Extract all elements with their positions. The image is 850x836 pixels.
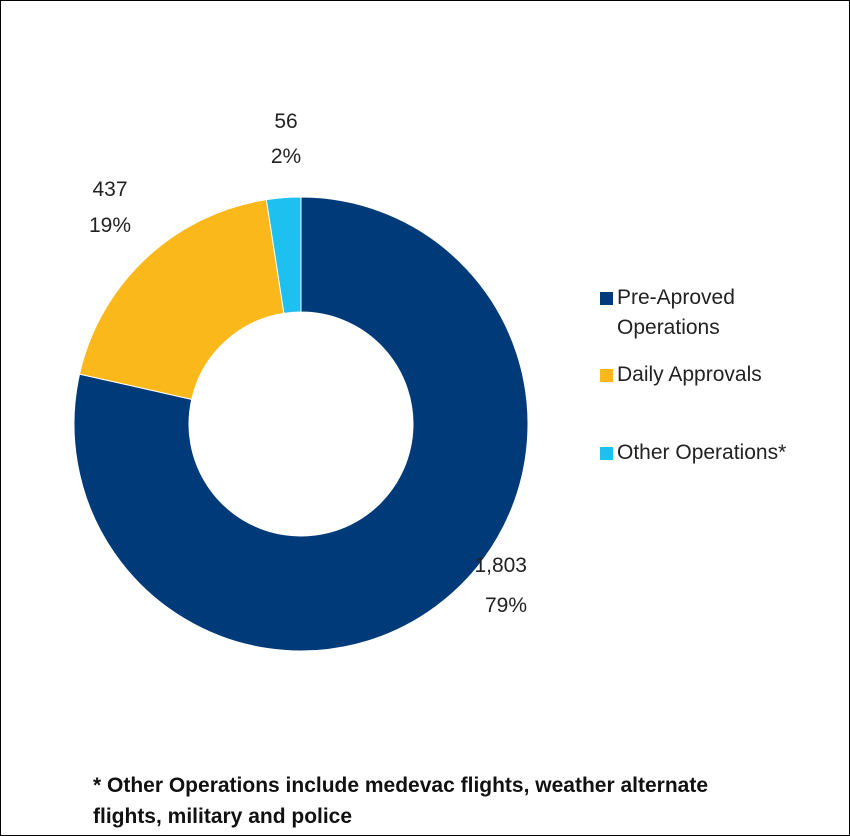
legend-label-daily-approvals: Daily Approvals — [617, 363, 762, 386]
legend-swatch-other-operations — [600, 447, 613, 460]
legend-swatch-pre-approved — [600, 292, 613, 305]
data-label-other-value: 56 — [274, 110, 297, 133]
donut-slices — [73, 196, 529, 652]
donut-slice-pre-aproved-operations — [73, 196, 529, 652]
legend-swatch-daily-approvals — [600, 369, 613, 382]
data-label-daily-percent: 19% — [89, 214, 131, 237]
donut-slice-daily-approvals — [78, 199, 285, 400]
data-label-pre-approved-value: 1,803 — [474, 554, 527, 577]
donut-slice-other-operations — [265, 196, 302, 314]
data-label-pre-approved-percent: 79% — [485, 594, 527, 617]
data-label-other-percent: 2% — [271, 145, 301, 168]
data-label-daily-value: 437 — [92, 178, 127, 201]
legend-label-other-operations: Other Operations* — [617, 441, 787, 464]
chart-footnote: * Other Operations include medevac fligh… — [93, 774, 709, 828]
legend-label-pre-approved: Pre-Aproved Operations — [617, 286, 735, 339]
